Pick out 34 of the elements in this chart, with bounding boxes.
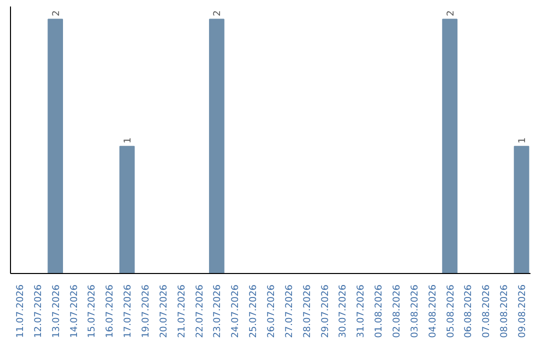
x-tick-label: 25.07.2026 <box>248 284 260 338</box>
data-label: 1 <box>517 137 528 144</box>
x-tick-label: 13.07.2026 <box>50 284 62 338</box>
x-tick-label: 06.08.2026 <box>463 284 474 338</box>
x-tick-label: 16.07.2026 <box>104 284 116 338</box>
x-tick-label: 08.08.2026 <box>499 284 510 338</box>
x-tick-label: 04.08.2026 <box>427 284 438 338</box>
x-tick-label: 23.07.2026 <box>212 284 224 338</box>
x-tick-label: 05.08.2026 <box>445 284 456 338</box>
x-tick-label: 14.07.2026 <box>68 284 80 338</box>
x-tick-label: 11.07.2026 <box>14 284 26 338</box>
x-tick-label: 30.07.2026 <box>338 284 349 338</box>
data-label: 1 <box>122 137 134 144</box>
x-tick-label: 02.08.2026 <box>392 284 403 338</box>
x-tick-label: 21.07.2026 <box>176 284 188 338</box>
x-tick-label: 07.08.2026 <box>481 284 492 338</box>
x-tick-label: 31.07.2026 <box>356 284 367 338</box>
x-tick-label: 01.08.2026 <box>374 284 385 338</box>
x-tick-label: 03.08.2026 <box>409 284 420 338</box>
x-tick-label: 26.07.2026 <box>266 284 277 338</box>
x-tick-label: 19.07.2026 <box>140 284 152 338</box>
x-tick-label: 29.07.2026 <box>320 284 331 338</box>
x-tick-label: 20.07.2026 <box>158 284 170 338</box>
data-label: 2 <box>445 10 456 16</box>
x-tick-label: 09.08.2026 <box>517 284 528 338</box>
x-tick-label: 12.07.2026 <box>32 284 44 338</box>
x-tick-label: 17.07.2026 <box>122 284 134 338</box>
data-label: 2 <box>50 10 62 16</box>
x-tick-label: 27.07.2026 <box>284 284 295 338</box>
x-tick-label: 28.07.2026 <box>302 284 313 338</box>
data-label: 2 <box>212 10 224 16</box>
x-tick-label: 22.07.2026 <box>194 284 206 338</box>
x-tick-label: 24.07.2026 <box>230 284 242 338</box>
x-tick-label: 15.07.2026 <box>86 284 98 338</box>
